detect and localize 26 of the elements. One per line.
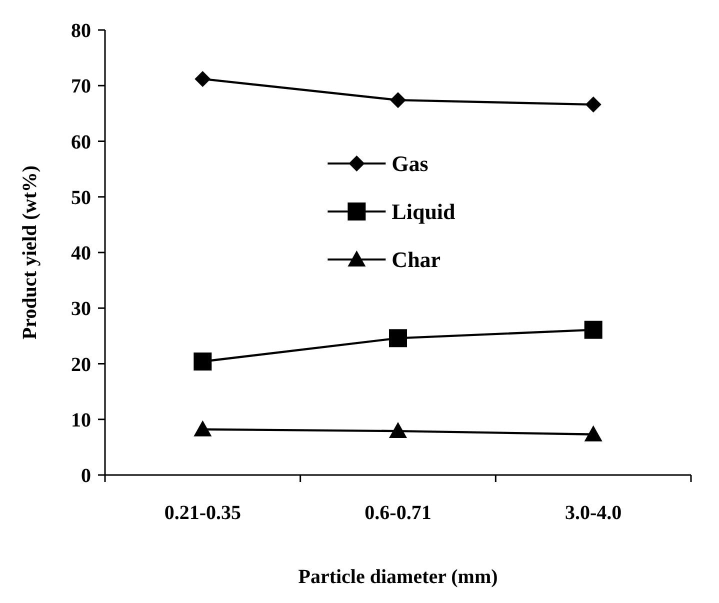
x-tick-label: 0.21-0.35: [164, 502, 242, 524]
legend-label: Gas: [392, 151, 429, 176]
point: [194, 352, 212, 371]
point: [584, 425, 602, 442]
y-tick-label: 30: [71, 298, 91, 320]
y-tick-label: 10: [71, 409, 91, 432]
y-tick-label: 60: [71, 131, 91, 154]
point: [585, 96, 602, 113]
point: [584, 320, 602, 339]
y-tick-label: 40: [71, 242, 91, 264]
y-tick-label: 50: [71, 186, 91, 209]
y-tick-label: 70: [71, 76, 91, 98]
point: [389, 422, 407, 438]
point: [389, 329, 407, 348]
x-axis-title: Particle diameter (mm): [298, 566, 498, 588]
y-tick-label: 80: [71, 20, 91, 42]
y-axis-title: Product yield (wt%): [19, 165, 41, 340]
x-tick-label: 3.0-4.0: [564, 502, 622, 524]
y-tick-label: 0: [81, 465, 91, 487]
point: [194, 420, 212, 436]
point: [390, 92, 406, 108]
y-tick-label: 20: [71, 354, 91, 376]
legend-label: Liquid: [392, 199, 456, 224]
point: [194, 70, 211, 87]
legend-label: Char: [392, 247, 441, 272]
x-tick-label: 0.6-0.71: [364, 502, 432, 524]
